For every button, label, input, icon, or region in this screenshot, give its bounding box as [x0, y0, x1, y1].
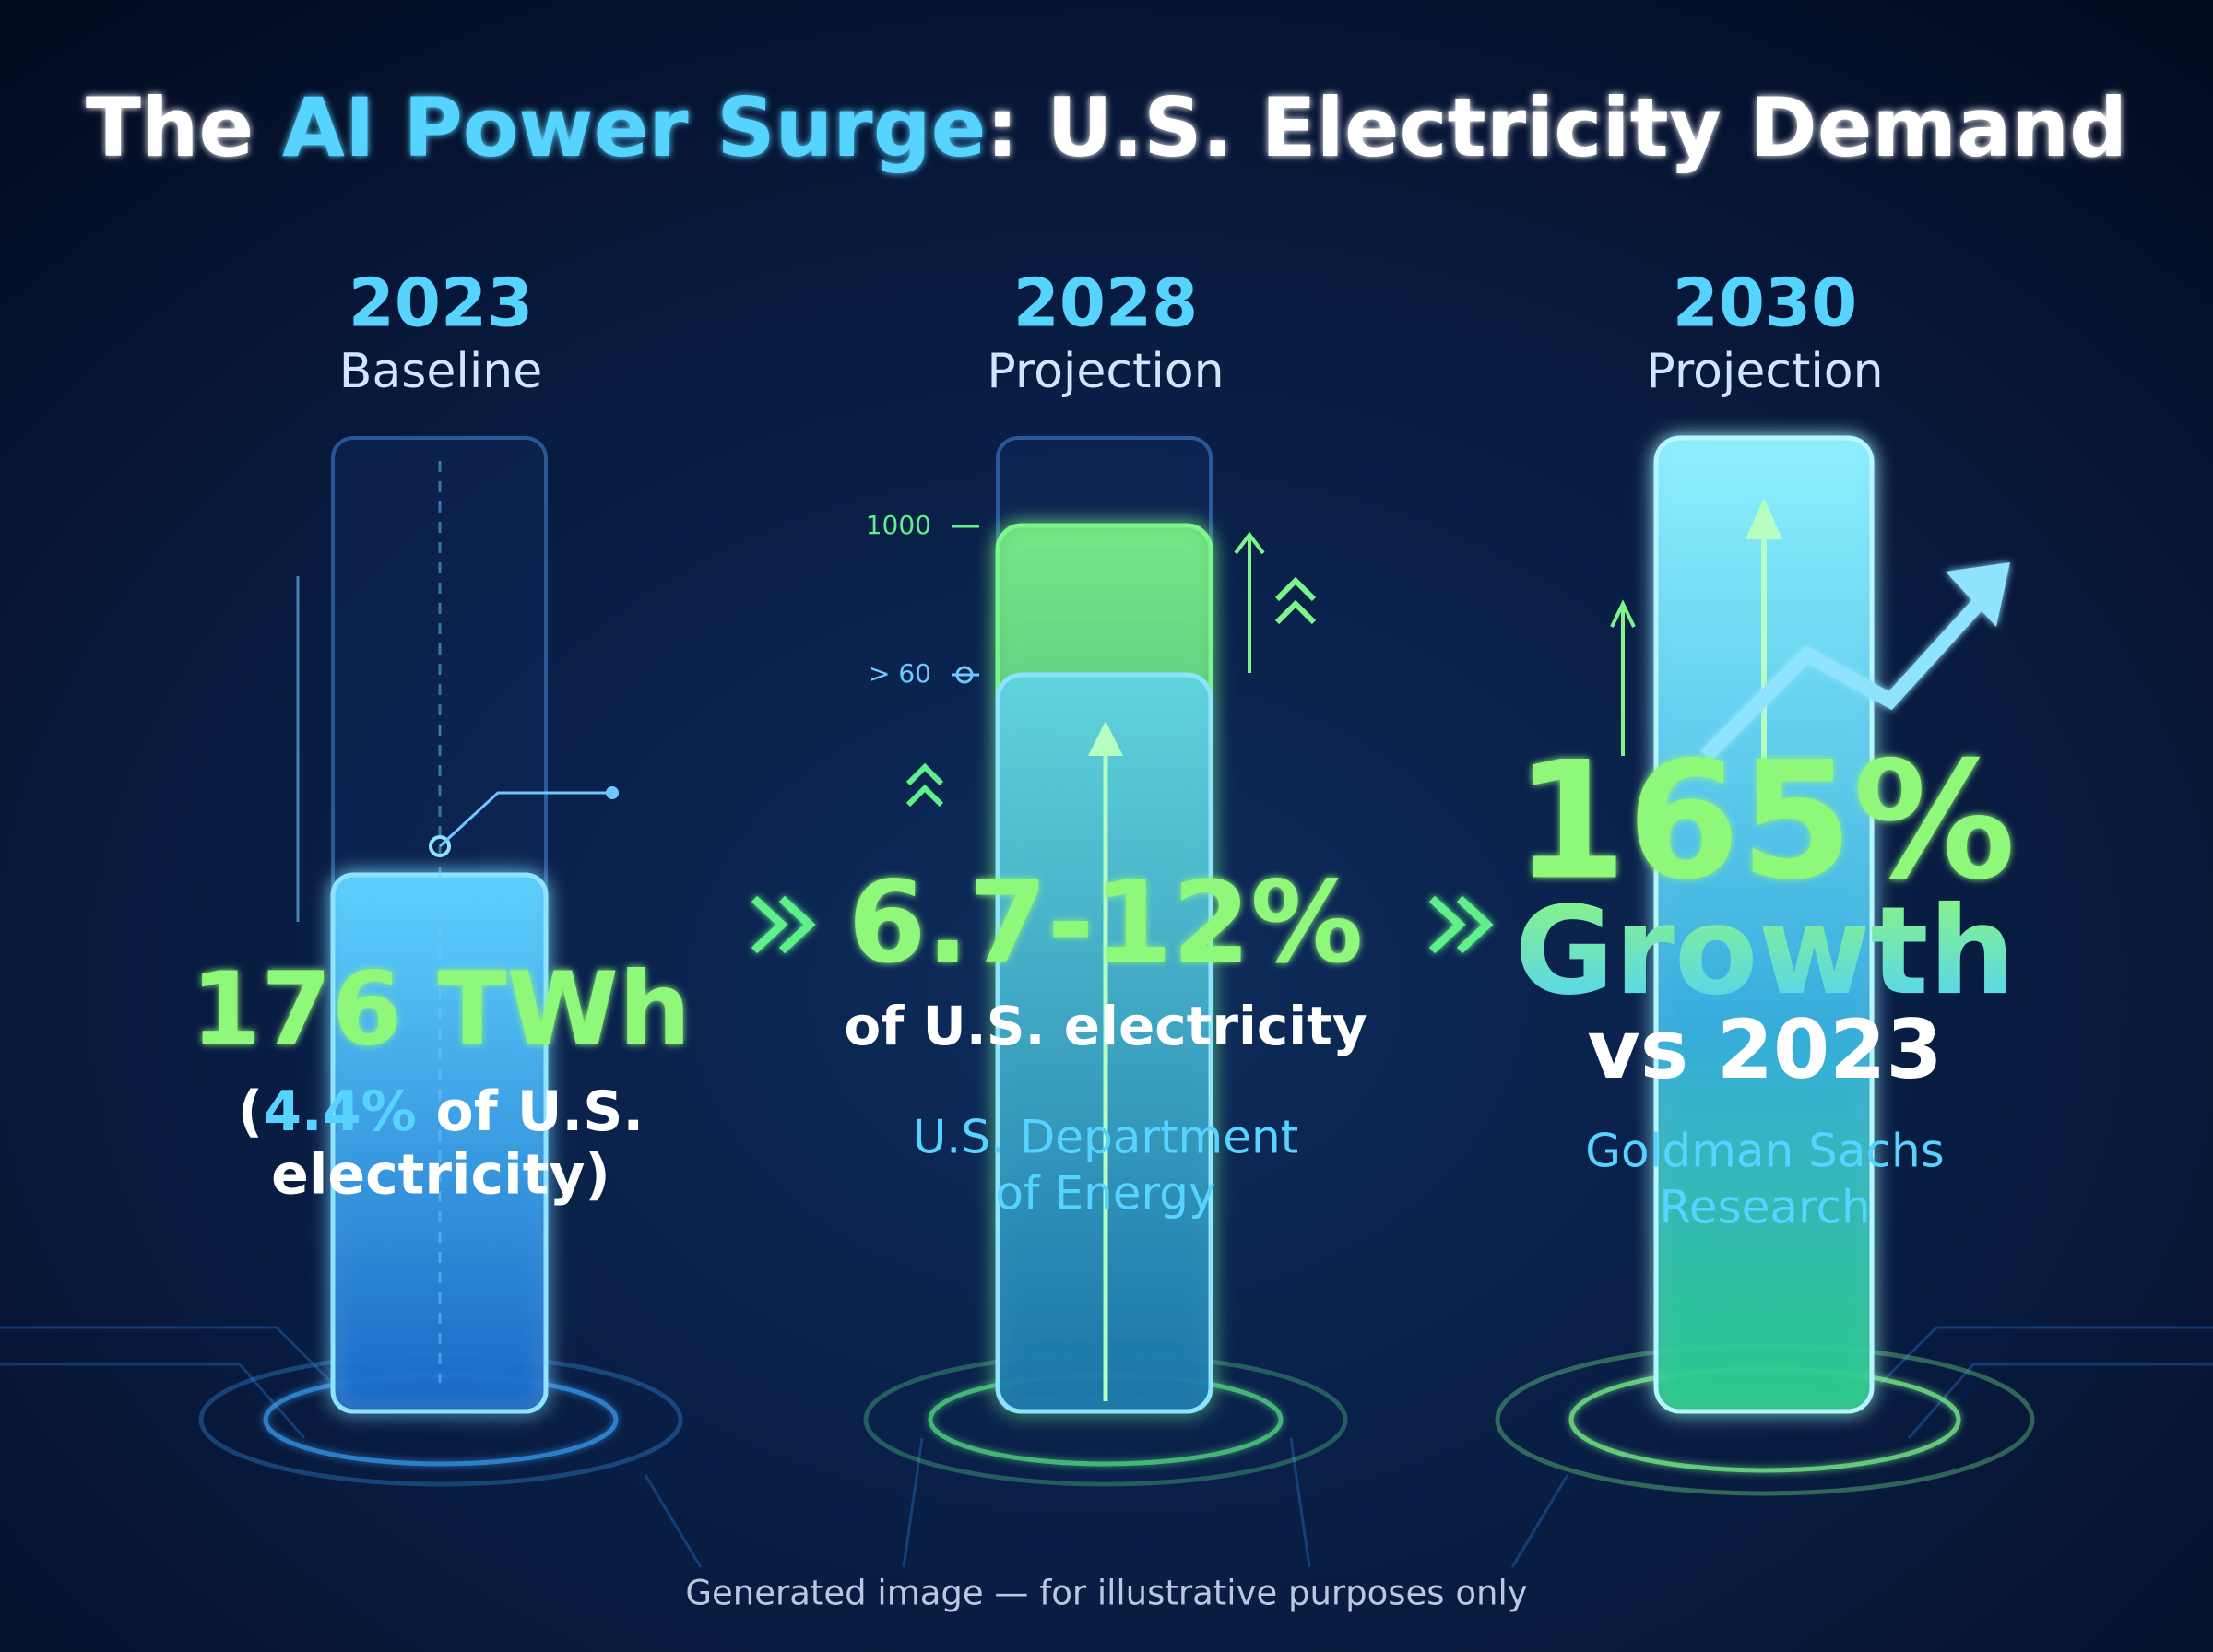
- panel-subline: Growth: [1514, 880, 2015, 1022]
- panel-headline: 165%: [1514, 726, 2016, 915]
- gauge-label: 1000: [866, 510, 931, 540]
- gauge-label: > 60: [869, 658, 931, 689]
- title-text: The: [86, 80, 254, 175]
- panel-source: Research: [1659, 1181, 1870, 1234]
- panel-label: Projection: [1646, 344, 1883, 399]
- panel-source: Goldman Sachs: [1585, 1125, 1945, 1178]
- panel-year: 2023: [349, 265, 533, 342]
- detail-text: of U.S.: [435, 1080, 644, 1144]
- detail-text: (: [238, 1080, 263, 1144]
- panel-detail: (4.4% of U.S.: [238, 1080, 644, 1144]
- detail-highlight: 4.4%: [263, 1080, 416, 1144]
- panel-label: Baseline: [339, 344, 542, 399]
- panel-headline: 6.7-12%: [848, 857, 1364, 988]
- panel-comparison: vs 2023: [1587, 1002, 1942, 1097]
- panel-subline: of U.S. electricity: [844, 995, 1367, 1057]
- circuit-lines: [0, 1326, 2213, 1568]
- title-highlight: AI Power Surge: [282, 80, 987, 175]
- arrow-chevrons: [751, 895, 1494, 954]
- panel-source: of Energy: [995, 1167, 1215, 1221]
- footnote: Generated image — for illustrative purpo…: [685, 1574, 1527, 1613]
- panel-detail: electricity): [271, 1143, 610, 1208]
- title-text: : U.S. Electricity Demand: [986, 80, 2127, 175]
- panel-year: 2030: [1673, 265, 1857, 342]
- panel-label: Projection: [987, 344, 1224, 399]
- tube-2028: [905, 436, 1317, 1414]
- tube-2030: [1610, 435, 2010, 1414]
- panel-year: 2028: [1013, 265, 1198, 342]
- panel-headline: 176 TWh: [191, 950, 692, 1068]
- title: The AI Power Surge: U.S. Electricity Dem…: [86, 80, 2127, 175]
- tube-2023: [296, 436, 619, 1414]
- panel-source: U.S. Department: [913, 1111, 1299, 1164]
